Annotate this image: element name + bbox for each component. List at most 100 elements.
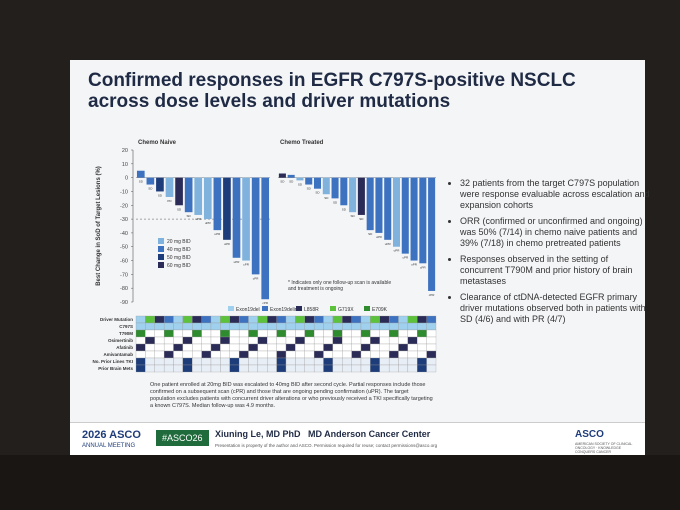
grid-cell: [398, 329, 409, 338]
grid-cell: [135, 315, 146, 324]
grid-cell: [388, 322, 399, 331]
grid-cell: [229, 364, 240, 373]
bar: [232, 177, 241, 258]
grid-cell: [360, 322, 371, 331]
bullet: Clearance of ctDNA-detected EGFR primary…: [460, 292, 650, 325]
grid-cell: [342, 329, 352, 338]
response-label: uPR: [376, 235, 383, 239]
grid-cell: [417, 336, 427, 345]
response-label: SD: [280, 180, 285, 184]
presenter: Xiuning Le, MD PhD: [215, 429, 301, 439]
mutation-swatch: [262, 306, 268, 311]
y-tick-label: -70: [120, 272, 128, 278]
grid-cell: [229, 357, 240, 366]
grid-cell: [313, 350, 324, 359]
grid-cell: [220, 357, 230, 366]
grid-cell: [295, 364, 305, 373]
grid-row-label: Prior Brain Mets: [98, 366, 133, 371]
bar: [313, 177, 322, 189]
grid-cell: [238, 336, 249, 345]
grid-cell: [360, 336, 371, 345]
y-tick-label: -40: [120, 231, 128, 237]
legend-label: 40 mg BID: [167, 247, 191, 253]
grid-cell: [182, 350, 193, 359]
grid-cell: [417, 357, 427, 366]
footer: 2026 ASCO ANNUAL MEETING #ASCO26 Xiuning…: [70, 422, 645, 456]
grid-cell: [210, 364, 221, 373]
grid-cell: [332, 357, 343, 366]
bar: [384, 177, 392, 240]
grid-cell: [304, 343, 315, 352]
grid-cell: [370, 315, 380, 324]
grid-cell: [145, 357, 155, 366]
grid-cell: [154, 343, 165, 352]
grid-cell: [313, 364, 324, 373]
grid-cell: [304, 336, 315, 345]
hashtag: #ASCO26: [156, 430, 209, 446]
grid-cell: [285, 315, 296, 324]
grid-cell: [257, 315, 268, 324]
grid-cell: [220, 343, 230, 352]
grid-cell: [417, 364, 427, 373]
grid-cell: [388, 343, 399, 352]
response-label: cPR: [420, 265, 427, 269]
grid-cell: [135, 364, 146, 373]
response-label: SD: [177, 207, 182, 211]
grid-cell: [285, 322, 296, 331]
bar: [146, 177, 155, 185]
grid-cell: [407, 336, 418, 345]
grid-row-label: Osimertinib: [108, 338, 133, 343]
grid-cell: [154, 357, 165, 366]
grid-cell: [295, 350, 305, 359]
mutation-swatch: [330, 306, 336, 311]
grid-cell: [379, 329, 390, 338]
grid-cell: [379, 315, 390, 324]
grid-cell: [173, 364, 184, 373]
grid-cell: [342, 364, 352, 373]
grid-cell: [257, 329, 268, 338]
grid-cell: [248, 343, 259, 352]
audience: [0, 455, 680, 510]
y-tick-label: -90: [120, 300, 128, 306]
grid-cell: [135, 322, 146, 331]
response-label: cPR: [429, 293, 436, 297]
grid-cell: [323, 322, 334, 331]
grid-cell: [173, 329, 184, 338]
grid-cell: [426, 322, 437, 331]
grid-cell: [370, 329, 380, 338]
meeting-name: ASCO: [109, 429, 141, 441]
grid-cell: [342, 315, 352, 324]
response-label: uPR: [234, 260, 241, 264]
grid-cell: [379, 364, 390, 373]
bar: [296, 177, 304, 181]
grid-cell: [304, 364, 315, 373]
y-tick-label: -60: [120, 259, 128, 265]
grid-cell: [276, 322, 287, 331]
grid-cell: [360, 343, 371, 352]
grid-cell: [238, 322, 249, 331]
legend-label: 50 mg BID: [167, 255, 191, 261]
grid-cell: [192, 350, 202, 359]
bar: [223, 177, 231, 240]
grid-cell: [370, 357, 380, 366]
grid-cell: [398, 322, 409, 331]
grid-cell: [220, 329, 230, 338]
grid-cell: [407, 322, 418, 331]
grid-cell: [388, 350, 399, 359]
response-label: SD: [359, 217, 364, 221]
response-label: uPR: [385, 242, 392, 246]
grid-cell: [145, 315, 155, 324]
grid-cell: [267, 357, 277, 366]
bar: [331, 177, 339, 199]
grid-cell: [332, 364, 343, 373]
legend-swatch: [158, 246, 164, 252]
grid-cell: [229, 329, 240, 338]
grid-cell: [342, 343, 352, 352]
grid-cell: [173, 357, 184, 366]
grid-cell: [388, 364, 399, 373]
grid-cell: [201, 343, 212, 352]
bar: [349, 177, 357, 213]
grid-cell: [257, 350, 268, 359]
grid-cell: [332, 322, 343, 331]
footnote: One patient enrolled at 20mg BID was esc…: [150, 382, 433, 409]
